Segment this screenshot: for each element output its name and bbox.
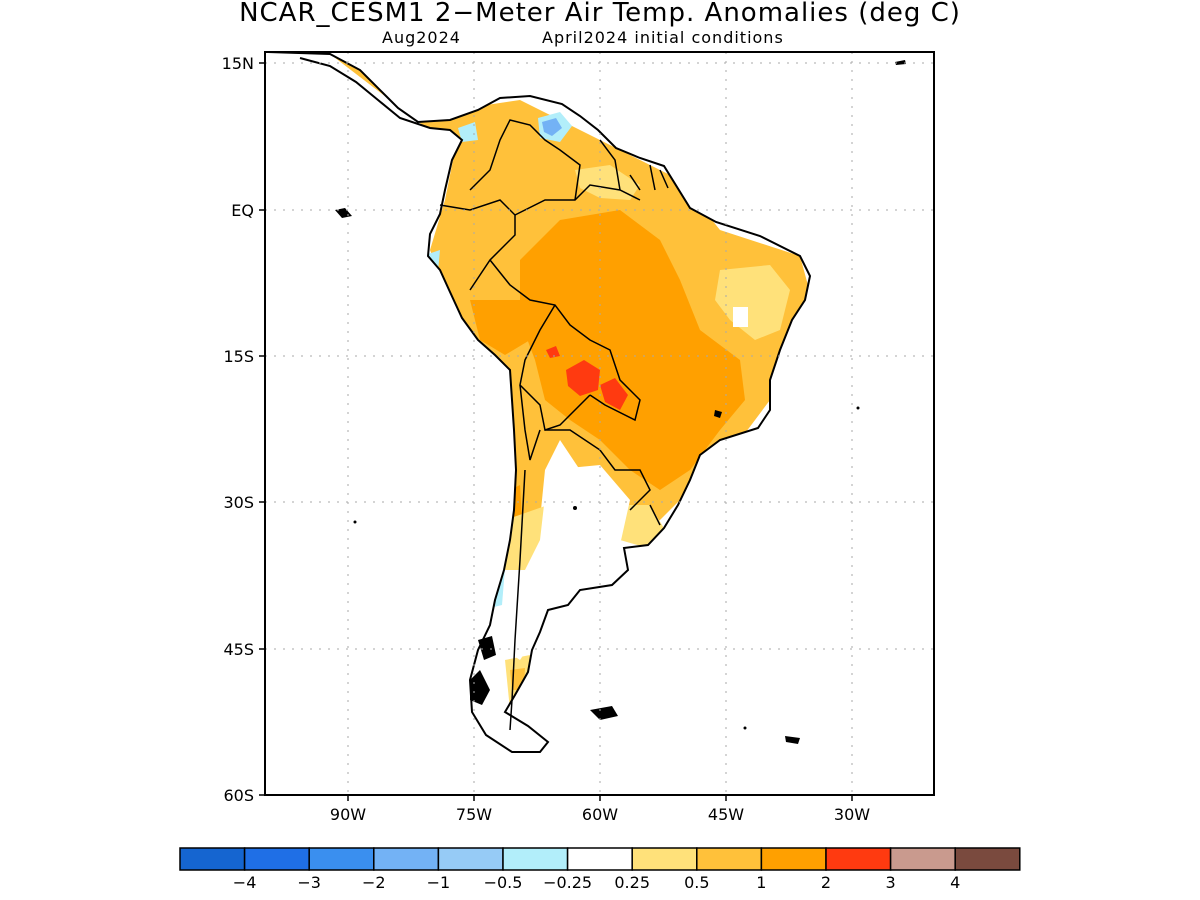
colorbar-swatch xyxy=(179,847,246,871)
lon-labels: 90W 75W 60W 45W 30W xyxy=(330,805,870,824)
colorbar: −4 −3 −2 −1 −0.5 −0.25 0.25 0.5 1 2 3 4 xyxy=(179,847,1021,892)
lon-label-75w: 75W xyxy=(456,805,492,824)
colorbar-label: 4 xyxy=(950,873,960,892)
colorbar-label: −0.25 xyxy=(543,873,592,892)
colorbar-label: 3 xyxy=(886,873,896,892)
coastlines xyxy=(267,51,812,753)
lat-label-60s: 60S xyxy=(223,786,254,805)
colorbar-label: 2 xyxy=(821,873,831,892)
colorbar-swatch xyxy=(502,847,569,871)
colorbar-swatch xyxy=(631,847,698,871)
lat-label-45s: 45S xyxy=(223,640,254,659)
lat-label-eq: EQ xyxy=(231,201,254,220)
lon-ticks xyxy=(347,795,853,801)
colorbar-label: −0.5 xyxy=(484,873,523,892)
colorbar-label: −2 xyxy=(362,873,386,892)
lat-label-30s: 30S xyxy=(223,493,254,512)
colorbar-label: 1 xyxy=(756,873,766,892)
colorbar-swatch xyxy=(954,847,1021,871)
colorbar-swatch xyxy=(696,847,763,871)
lon-label-45w: 45W xyxy=(708,805,744,824)
colorbar-label: 0.25 xyxy=(614,873,650,892)
colorbar-label: −1 xyxy=(427,873,451,892)
colorbar-swatch xyxy=(889,847,956,871)
lat-label-15s: 15S xyxy=(223,347,254,366)
lon-label-90w: 90W xyxy=(330,805,366,824)
map-grid xyxy=(265,52,934,795)
colorbar-swatch xyxy=(566,847,633,871)
colorbar-swatch xyxy=(760,847,827,871)
colorbar-label: 0.5 xyxy=(684,873,709,892)
forecast-month: Aug2024 xyxy=(382,28,461,47)
colorbar-swatch xyxy=(308,847,375,871)
colorbar-swatch xyxy=(243,847,310,871)
lat-labels: 15N EQ 15S 30S 45S 60S xyxy=(222,54,254,805)
colorbar-swatch xyxy=(825,847,892,871)
lon-label-60w: 60W xyxy=(582,805,618,824)
colorbar-label: −3 xyxy=(297,873,321,892)
lat-ticks xyxy=(259,62,265,796)
islands xyxy=(335,60,906,744)
lat-label-15n: 15N xyxy=(222,54,254,73)
colorbar-swatch xyxy=(437,847,504,871)
initial-conditions-label: April2024 initial conditions xyxy=(542,28,784,47)
map-title: NCAR_CESM1 2−Meter Air Temp. Anomalies (… xyxy=(239,0,961,28)
colorbar-label: −4 xyxy=(233,873,257,892)
country-borders xyxy=(439,119,669,731)
colorbar-swatch xyxy=(373,847,440,871)
lon-label-30w: 30W xyxy=(834,805,870,824)
